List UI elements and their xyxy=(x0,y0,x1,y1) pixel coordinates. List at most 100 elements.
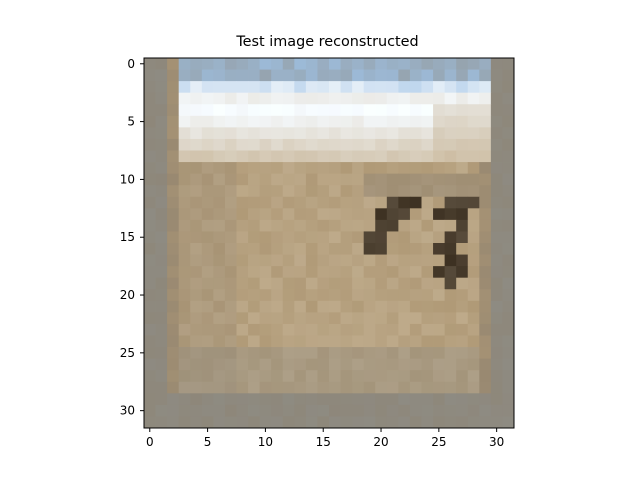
pixel-11-20 xyxy=(375,185,388,198)
y-axis: 0 5 10 15 20 25 30 xyxy=(120,57,144,418)
pixel-9-1 xyxy=(155,162,168,175)
pixel-13-5 xyxy=(201,208,214,221)
pixel-9-21 xyxy=(386,162,399,175)
pixel-29-22 xyxy=(398,393,411,406)
pixel-26-2 xyxy=(167,358,180,371)
pixel-10-14 xyxy=(305,173,318,186)
pixel-10-25 xyxy=(433,173,446,186)
pixel-5-25 xyxy=(433,115,446,128)
pixel-17-13 xyxy=(294,254,307,267)
pixel-2-3 xyxy=(178,81,191,94)
pixel-26-0 xyxy=(144,358,156,371)
pixel-23-28 xyxy=(467,323,480,336)
pixel-12-5 xyxy=(201,196,214,209)
pixel-14-29 xyxy=(479,219,492,232)
pixel-4-1 xyxy=(155,104,168,117)
pixel-10-15 xyxy=(317,173,330,186)
pixel-22-3 xyxy=(178,312,191,325)
pixel-22-21 xyxy=(386,312,399,325)
pixel-2-29 xyxy=(479,81,492,94)
pixel-25-30 xyxy=(490,347,503,360)
pixel-8-3 xyxy=(178,150,191,163)
pixel-23-29 xyxy=(479,323,492,336)
pixel-25-19 xyxy=(363,347,376,360)
pixel-20-30 xyxy=(490,289,503,302)
pixel-28-12 xyxy=(282,381,295,394)
pixel-30-2 xyxy=(167,404,180,417)
pixel-3-10 xyxy=(259,92,272,105)
pixel-10-9 xyxy=(248,173,261,186)
pixel-27-3 xyxy=(178,370,191,383)
pixel-2-19 xyxy=(363,81,376,94)
pixel-10-1 xyxy=(155,173,168,186)
pixel-4-23 xyxy=(409,104,422,117)
pixel-17-0 xyxy=(144,254,156,267)
pixel-13-17 xyxy=(340,208,353,221)
pixel-6-1 xyxy=(155,127,168,140)
pixel-7-11 xyxy=(271,138,284,151)
pixel-29-3 xyxy=(178,393,191,406)
pixel-15-1 xyxy=(155,231,168,244)
pixel-26-17 xyxy=(340,358,353,371)
pixel-24-3 xyxy=(178,335,191,348)
pixel-14-26 xyxy=(444,219,457,232)
pixel-12-0 xyxy=(144,196,156,209)
pixel-1-21 xyxy=(386,69,399,82)
pixel-12-28 xyxy=(467,196,480,209)
pixel-7-31 xyxy=(502,138,515,151)
pixel-30-26 xyxy=(444,404,457,417)
pixel-17-28 xyxy=(467,254,480,267)
pixel-22-5 xyxy=(201,312,214,325)
pixel-5-24 xyxy=(421,115,434,128)
pixel-29-17 xyxy=(340,393,353,406)
pixel-21-16 xyxy=(329,300,341,313)
pixel-0-16 xyxy=(329,58,341,70)
pixel-24-14 xyxy=(305,335,318,348)
pixel-15-30 xyxy=(490,231,503,244)
pixel-19-2 xyxy=(167,277,180,290)
pixel-11-10 xyxy=(259,185,272,198)
pixel-11-29 xyxy=(479,185,492,198)
pixel-24-24 xyxy=(421,335,434,348)
pixel-6-9 xyxy=(248,127,261,140)
pixel-5-11 xyxy=(271,115,284,128)
pixel-31-13 xyxy=(294,416,307,429)
pixel-0-20 xyxy=(375,58,388,70)
pixel-23-20 xyxy=(375,323,388,336)
pixel-25-3 xyxy=(178,347,191,360)
pixel-8-12 xyxy=(282,150,295,163)
pixel-7-25 xyxy=(433,138,446,151)
pixel-30-0 xyxy=(144,404,156,417)
pixel-25-17 xyxy=(340,347,353,360)
pixel-11-18 xyxy=(352,185,365,198)
x-tick-label: 10 xyxy=(258,435,273,449)
pixel-25-24 xyxy=(421,347,434,360)
pixel-9-13 xyxy=(294,162,307,175)
pixel-10-8 xyxy=(236,173,249,186)
pixel-24-6 xyxy=(213,335,226,348)
pixel-9-14 xyxy=(305,162,318,175)
pixel-10-2 xyxy=(167,173,180,186)
pixel-30-27 xyxy=(456,404,469,417)
pixel-29-6 xyxy=(213,393,226,406)
pixel-19-25 xyxy=(433,277,446,290)
pixel-4-2 xyxy=(167,104,180,117)
pixel-17-20 xyxy=(375,254,388,267)
pixel-2-15 xyxy=(317,81,330,94)
pixel-20-31 xyxy=(502,289,515,302)
pixel-19-18 xyxy=(352,277,365,290)
pixel-28-11 xyxy=(271,381,284,394)
pixel-28-29 xyxy=(479,381,492,394)
pixel-6-15 xyxy=(317,127,330,140)
pixel-1-4 xyxy=(190,69,203,82)
pixel-30-7 xyxy=(224,404,237,417)
pixel-6-30 xyxy=(490,127,503,140)
pixel-10-22 xyxy=(398,173,411,186)
pixel-26-6 xyxy=(213,358,226,371)
pixel-19-5 xyxy=(201,277,214,290)
pixel-27-13 xyxy=(294,370,307,383)
pixel-6-7 xyxy=(224,127,237,140)
pixel-7-4 xyxy=(190,138,203,151)
